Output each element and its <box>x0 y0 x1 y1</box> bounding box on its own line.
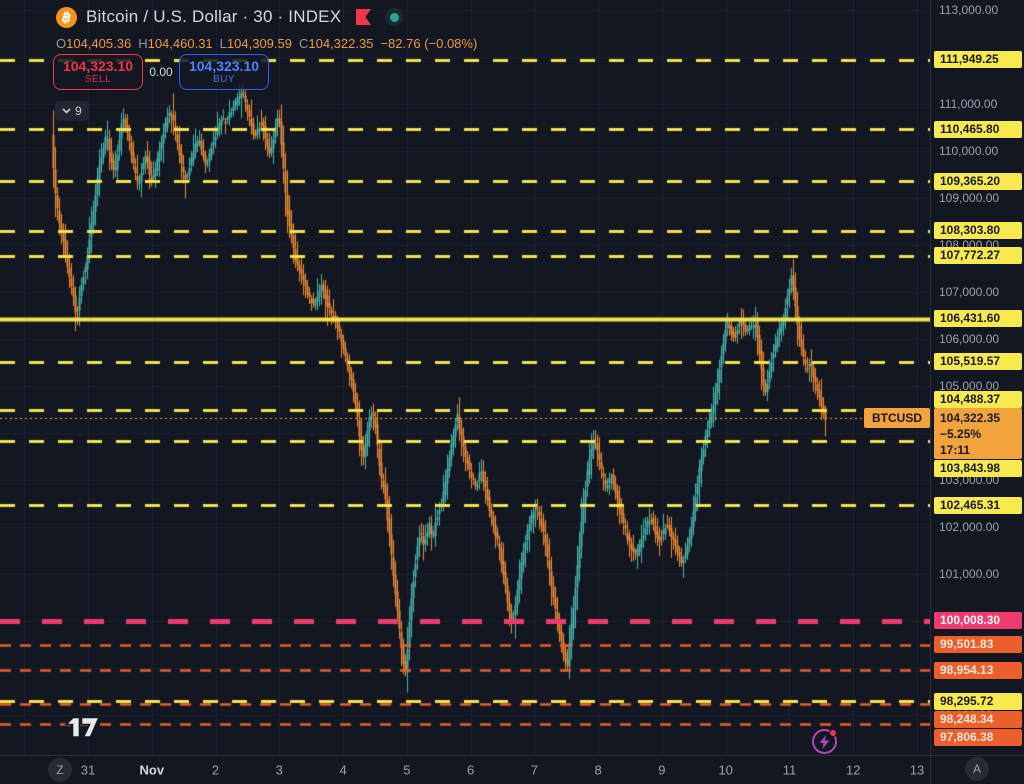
low-label: L <box>219 36 227 51</box>
time-axis[interactable]: 31 Nov 2 3 4 5 6 7 8 9 10 11 12 13 <box>0 755 930 784</box>
high-value: 104,460.31 <box>147 36 213 51</box>
time-axis-label: 4 <box>339 762 347 778</box>
time-axis-label: 11 <box>782 762 797 778</box>
open-value: 104,405.36 <box>66 36 132 51</box>
last-price-change: −5.25% <box>940 427 982 442</box>
price-level-badge: 111,949.25 <box>934 51 1022 69</box>
change-value: −82.76 (−0.08%) <box>380 36 478 51</box>
high-label: H <box>138 36 148 51</box>
last-price-value: 104,322.35 <box>940 411 1001 426</box>
time-axis-label: 10 <box>718 762 733 778</box>
flag-icon[interactable] <box>355 9 372 25</box>
price-level-badge: 97,806.38 <box>934 728 1022 746</box>
price-axis-label: 106,000.00 <box>939 332 1000 347</box>
close-label: C <box>298 36 309 51</box>
time-axis-label: 9 <box>658 762 666 778</box>
bitcoin-icon: ฿ <box>56 6 77 28</box>
price-level-badge: 104,488.37 <box>934 391 1022 409</box>
auto-scale-button[interactable]: A <box>965 757 989 781</box>
price-level-badge: 98,295.72 <box>934 692 1022 710</box>
buy-button[interactable]: 104,323.10 BUY <box>179 54 269 90</box>
price-axis-label: 105,000.00 <box>939 379 1000 394</box>
time-axis-label: 3 <box>275 762 283 778</box>
price-level-badge: 100,008.30 <box>934 612 1022 630</box>
market-status-icon[interactable] <box>385 8 404 26</box>
symbol-header: ฿ Bitcoin / U.S. Dollar · 30 · INDEX O10… <box>56 4 477 51</box>
open-label: O <box>56 36 67 51</box>
price-axis-label: 111,000.00 <box>939 97 998 112</box>
time-axis-label: 12 <box>846 762 861 778</box>
chevron-down-icon <box>62 108 71 114</box>
price-axis-label: 102,000.00 <box>939 520 1000 535</box>
sell-price: 104,323.10 <box>62 57 134 74</box>
time-axis-label: 2 <box>211 762 220 778</box>
order-panel: 104,323.10 SELL 0.00 104,323.10 BUY <box>53 54 269 90</box>
price-level-badge: 99,501.83 <box>934 636 1022 654</box>
symbol-title[interactable]: Bitcoin / U.S. Dollar · 30 · INDEX <box>86 7 342 26</box>
ohlc-row: O104,405.36 H104,460.31 L104,309.59 C104,32… <box>56 36 477 51</box>
price-level-badge: 107,772.27 <box>934 247 1022 265</box>
price-level-badge: 98,954.13 <box>934 661 1022 679</box>
time-axis-label: 8 <box>594 762 602 778</box>
alert-lightning-icon[interactable] <box>812 729 837 754</box>
price-axis[interactable]: 98,000.0099,000.00100,000.00101,000.0010… <box>930 0 1024 755</box>
chart-canvas[interactable] <box>0 0 930 755</box>
price-level-badge: 108,303.80 <box>934 222 1022 240</box>
alert-notification-dot <box>829 729 837 737</box>
sell-label: SELL <box>84 73 112 85</box>
spread-value: 0.00 <box>149 65 173 79</box>
time-axis-label: 31 <box>80 762 96 778</box>
price-axis-label: 107,000.00 <box>939 285 1000 300</box>
sell-button[interactable]: 104,323.10 SELL <box>53 54 143 90</box>
bars-count-dropdown[interactable]: 9 <box>55 101 89 121</box>
last-price-symbol-tag: BTCUSD <box>864 408 930 428</box>
price-level-badge: 109,365.20 <box>934 172 1022 190</box>
last-price-badge: 104,322.35 −5.25% 17:11 <box>934 408 1022 460</box>
price-level-badge: 105,519.57 <box>934 353 1022 371</box>
price-axis-label: 110,000.00 <box>939 144 999 159</box>
bars-count-value: 9 <box>75 104 82 118</box>
price-axis-label: 113,000.00 <box>939 3 999 18</box>
price-level-badge: 106,431.60 <box>934 310 1022 328</box>
price-level-badge: 98,248.34 <box>934 710 1022 728</box>
price-level-badge: 110,465.80 <box>934 120 1022 138</box>
time-axis-label: 7 <box>530 762 538 778</box>
low-value: 104,309.59 <box>226 36 292 51</box>
close-value: 104,322.35 <box>308 36 374 51</box>
last-price-time: 17:11 <box>940 443 971 458</box>
price-level-badge: 102,465.31 <box>934 496 1022 514</box>
timezone-button[interactable]: Z <box>48 758 72 782</box>
price-axis-label: 101,000.00 <box>939 567 1000 582</box>
price-level-badge: 103,843.98 <box>934 460 1022 478</box>
buy-price: 104,323.10 <box>188 57 260 74</box>
time-axis-label: 6 <box>466 762 475 778</box>
time-axis-label: 13 <box>909 762 925 778</box>
time-axis-label: 5 <box>403 762 411 778</box>
buy-label: BUY <box>212 73 236 85</box>
time-axis-label: Nov <box>139 762 165 778</box>
price-axis-label: 109,000.00 <box>939 191 1000 206</box>
tradingview-logo-icon[interactable] <box>64 716 101 744</box>
